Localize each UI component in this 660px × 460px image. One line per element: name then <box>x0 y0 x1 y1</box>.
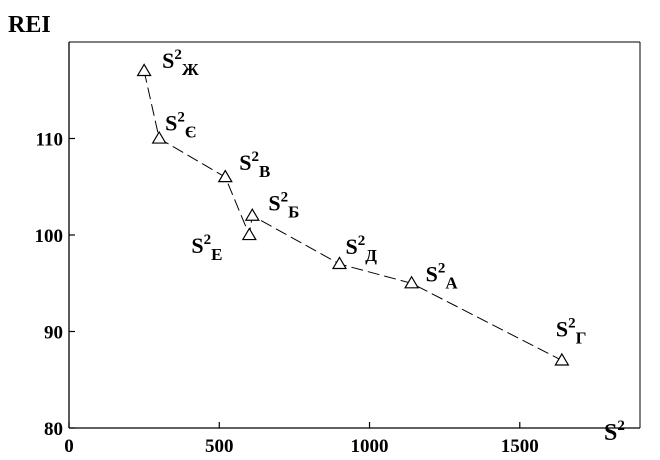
point-labels: S2Ж S2Є S2В S2Б S2Е S2Д S2А S2Г <box>162 47 586 348</box>
point-label: S2В <box>239 149 270 181</box>
point-label: S2Є <box>165 110 196 142</box>
y-tick-label: 110 <box>36 130 63 151</box>
series-line <box>143 70 563 361</box>
x-tick-label: 1000 <box>351 436 389 457</box>
markers <box>136 63 570 366</box>
data-point-marker <box>244 208 260 221</box>
y-tick-label: 90 <box>44 323 63 344</box>
point-label: S2А <box>426 260 459 292</box>
y-axis-title: REI <box>8 12 51 38</box>
y-tick-label: 100 <box>35 226 64 247</box>
data-point-marker <box>554 352 570 366</box>
data-point-marker <box>241 227 257 241</box>
x-tick-label: 1500 <box>501 436 539 457</box>
point-label: S2Д <box>345 233 377 265</box>
point-label: S2Б <box>268 190 299 222</box>
point-label: S2Г <box>556 315 587 347</box>
x-axis-title: S2 <box>604 418 625 446</box>
data-point-marker <box>217 169 233 183</box>
data-point-marker <box>331 256 348 270</box>
data-point-marker <box>404 275 420 289</box>
data-point-marker <box>136 63 152 77</box>
x-tick-label: 500 <box>205 436 234 457</box>
ticks: 0 500 1000 1500 80 90 100 110 <box>35 130 539 458</box>
data-point-marker <box>151 130 167 144</box>
point-label: S2Ж <box>162 47 199 79</box>
x-tick-label: 0 <box>64 436 74 457</box>
y-tick-label: 80 <box>44 419 63 440</box>
series-path <box>143 70 563 361</box>
point-label: S2Е <box>191 232 222 264</box>
